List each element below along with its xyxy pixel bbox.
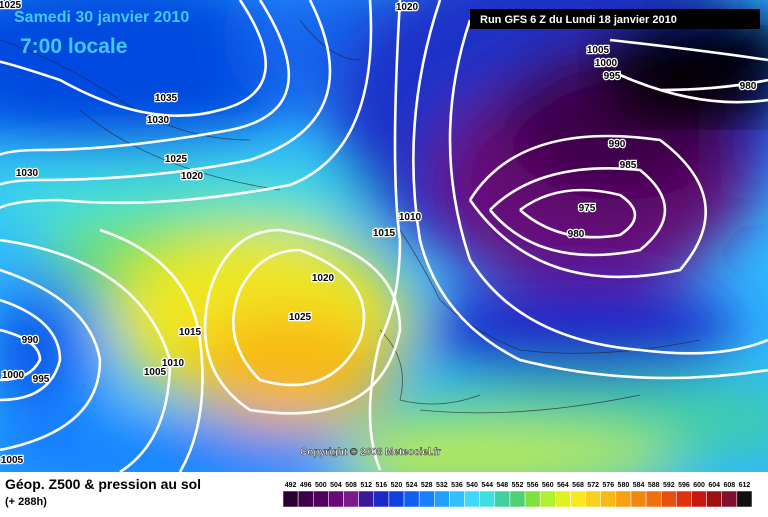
legend-label: 592 <box>663 482 675 489</box>
legend-swatch <box>313 490 329 508</box>
isobar-label: 1025 <box>0 0 22 11</box>
isobar-label: 1005 <box>587 45 610 56</box>
legend-swatch <box>706 490 722 508</box>
isobar-label: 985 <box>620 160 637 171</box>
legend-label: 528 <box>421 482 433 489</box>
legend-swatch <box>539 490 556 508</box>
isobar-label: 1020 <box>396 2 419 13</box>
legend-label: 584 <box>633 482 645 489</box>
legend-label: 560 <box>542 482 554 489</box>
legend-swatch <box>524 490 541 508</box>
legend-label: 568 <box>572 482 584 489</box>
legend-label: 596 <box>678 482 690 489</box>
isobar-label: 990 <box>22 335 39 346</box>
legend-label: 572 <box>587 482 599 489</box>
color-legend: 492 496 500 504 508 512 516 520 524 528 532 536 540 5… <box>282 482 753 508</box>
legend-swatch <box>373 490 390 508</box>
legend-label: 600 <box>693 482 705 489</box>
legend-label: 604 <box>708 482 720 489</box>
time-label: 7:00 locale <box>20 35 127 58</box>
map-field: 1025 1020 1005 1000 995 980 1035 1030 990 1025 985… <box>0 0 768 472</box>
legend-swatch <box>297 490 314 508</box>
legend-swatch <box>721 490 738 508</box>
legend-swatch <box>630 490 647 508</box>
isobar-label: 1000 <box>595 58 618 69</box>
isobar-label: 1015 <box>373 228 396 239</box>
legend-swatch <box>434 490 450 508</box>
legend-label: 544 <box>481 482 493 489</box>
legend-label: 492 <box>285 482 297 489</box>
isobar-labels: 1025 1020 1005 1000 995 980 1035 1030 990 1025 985… <box>0 0 758 467</box>
legend-label: 556 <box>527 482 539 489</box>
legend-label: 608 <box>723 482 735 489</box>
isobar-label: 1005 <box>1 455 24 466</box>
legend-label: 520 <box>391 482 403 489</box>
legend-label: 552 <box>512 482 524 489</box>
isobar-label: 1025 <box>289 312 312 323</box>
legend-swatch <box>691 490 707 508</box>
legend-label: 512 <box>360 482 372 489</box>
isobar-label: 995 <box>604 71 621 82</box>
isobar-label: 1010 <box>162 358 185 369</box>
legend-label: 540 <box>466 482 478 489</box>
isobar-label: 1020 <box>181 171 204 182</box>
legend-swatch <box>570 490 586 508</box>
legend-swatch <box>282 490 299 508</box>
run-label: Run GFS 6 Z du Lundi 18 janvier 2010 <box>480 14 677 26</box>
legend-label: 580 <box>618 482 630 489</box>
legend-swatch <box>645 490 662 508</box>
legend-swatch <box>449 490 465 508</box>
isobar-label: 1005 <box>144 367 167 378</box>
legend-swatch <box>403 490 420 508</box>
isobar-label: 975 <box>579 203 596 214</box>
legend-swatch <box>464 490 480 508</box>
isobar-label: 980 <box>568 229 585 240</box>
isobar-label: 1025 <box>165 154 188 165</box>
isobar-label: 1030 <box>147 115 170 126</box>
legend-swatch <box>418 490 435 508</box>
legend-label: 576 <box>602 482 614 489</box>
legend-label: 524 <box>406 482 418 489</box>
legend-swatch <box>676 490 692 508</box>
isobar-label: 1015 <box>179 327 202 338</box>
legend-label: 532 <box>436 482 448 489</box>
isobar-label: 990 <box>609 139 626 150</box>
isobar-label: 995 <box>33 374 50 385</box>
legend-swatch <box>660 490 677 508</box>
isobar-label: 1000 <box>2 370 25 381</box>
legend-label: 508 <box>345 482 357 489</box>
legend-swatch <box>343 490 359 508</box>
isobar-label: 1035 <box>155 93 178 104</box>
legend-swatch <box>358 490 375 508</box>
legend-label: 496 <box>300 482 312 489</box>
legend-swatch <box>555 490 571 508</box>
footer-title: Géop. Z500 & pression au sol <box>5 476 201 492</box>
legend-label: 500 <box>315 482 327 489</box>
legend-swatch <box>509 490 526 508</box>
copyright: Copyright © 2008 Meteociel.fr <box>300 447 441 458</box>
footer-lead: (+ 288h) <box>5 496 47 508</box>
legend-label: 612 <box>739 482 751 489</box>
date-label: Samedi 30 janvier 2010 <box>14 9 189 26</box>
legend-swatch <box>479 490 496 508</box>
legend-swatch <box>615 490 632 508</box>
isobar-label: 980 <box>740 81 757 92</box>
legend-label: 588 <box>648 482 660 489</box>
run-box <box>470 9 760 29</box>
legend-label: 536 <box>451 482 463 489</box>
legend-swatch <box>328 490 344 508</box>
legend-swatch <box>600 490 617 508</box>
legend-label: 564 <box>557 482 569 489</box>
legend-label: 548 <box>497 482 509 489</box>
isobar-label: 1030 <box>16 168 39 179</box>
legend-label: 516 <box>375 482 387 489</box>
legend-swatch <box>494 490 511 508</box>
legend-swatch <box>585 490 601 508</box>
legend-label: 504 <box>330 482 342 489</box>
legend-swatch <box>388 490 405 508</box>
isobar-label: 1010 <box>399 212 422 223</box>
isobar-label: 1020 <box>312 273 335 284</box>
legend-swatch <box>736 490 753 508</box>
